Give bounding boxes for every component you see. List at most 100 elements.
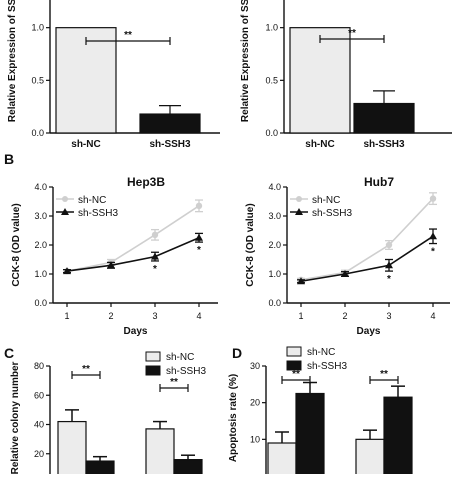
b_hep3b-x-label: Days (124, 326, 148, 337)
a_right-y-label: Relative Expression of SSH3 (240, 0, 251, 122)
b_hub7-legend-label: sh-SSH3 (312, 208, 352, 219)
c_colony-legend-label: sh-SSH3 (166, 366, 206, 377)
c_colony-y-label: Relative colony number (10, 361, 21, 474)
d_apoptosis-sig-marker: ** (380, 369, 388, 380)
b_hep3b-x-tick-label: 2 (108, 311, 113, 321)
b_hub7-point (341, 270, 349, 277)
a_right-category-label: sh-SSH3 (363, 139, 405, 150)
b_hub7-x-tick-label: 2 (342, 311, 347, 321)
b_hep3b-series-line-2 (66, 237, 200, 272)
b_hep3b-sig-marker: * (153, 264, 157, 275)
b_hep3b-point (151, 252, 159, 260)
a_right-bar-1 (289, 27, 351, 134)
d_apoptosis-legend-label: sh-SSH3 (307, 361, 347, 372)
b_hub7-sig-marker: * (431, 247, 435, 258)
b_hep3b-y-tick-label: 4.0 (34, 182, 47, 192)
b_hep3b-x-tick-label: 1 (64, 311, 69, 321)
b_hub7-sig-marker: * (387, 274, 391, 285)
b_hep3b-x-tick-label: 3 (152, 311, 157, 321)
d_apoptosis-legend-label: sh-NC (307, 347, 335, 358)
b_hep3b-legend-label: sh-NC (78, 195, 106, 206)
d_apoptosis-y-tick-label: 10 (250, 434, 260, 444)
b_hub7-y-tick-label: 2.0 (268, 240, 281, 250)
b_hub7-legend-marker (295, 208, 303, 215)
b_hub7-series-line-1 (300, 198, 434, 281)
b_hub7-point (385, 241, 393, 249)
panel-label-c: C (4, 345, 14, 361)
c_colony-bar-g2-s2 (173, 459, 203, 479)
a_left-bar-2 (139, 113, 201, 134)
b_hep3b-point (107, 261, 115, 269)
b_hub7-x-label: Days (357, 326, 381, 337)
a_left-category-label: sh-SSH3 (149, 139, 191, 150)
a_left-y-tick-label: 0.5 (31, 75, 44, 85)
b_hep3b-point (195, 202, 203, 210)
b_hub7-x-tick-label: 1 (298, 311, 303, 321)
panel-label-b: B (4, 151, 14, 167)
b_hub7-legend-label: sh-NC (312, 195, 340, 206)
b_hub7-point (429, 232, 437, 240)
b_hub7-point (297, 277, 305, 285)
a_left-y-label: Relative Expression of SSH3 (7, 0, 18, 122)
d_apoptosis-sig-marker: ** (292, 369, 300, 380)
a_left-y-tick-label: 1.0 (31, 23, 44, 33)
d_apoptosis-bar-g1-s1 (267, 442, 297, 477)
d_apoptosis-bar-g1-s2 (295, 392, 325, 477)
b_hep3b-y-tick-label: 1.0 (34, 269, 47, 279)
b_hep3b-y-label: CCK-8 (OD value) (11, 203, 22, 286)
b_hub7-y-tick-label: 3.0 (268, 211, 281, 221)
b_hep3b-y-tick-label: 0.0 (34, 298, 47, 308)
b_hub7-y-tick-label: 0.0 (268, 298, 281, 308)
d_apoptosis-bar-g2-s2 (383, 396, 413, 477)
b_hub7-y-tick-label: 4.0 (268, 182, 281, 192)
a_left-category-label: sh-NC (71, 139, 100, 150)
a_left-y-tick-label: 0.0 (31, 128, 44, 138)
b_hep3b-point (195, 233, 203, 241)
b_hep3b-legend-marker (62, 196, 68, 202)
b_hep3b-legend-label: sh-SSH3 (78, 208, 118, 219)
c_colony-sig-marker: ** (82, 364, 90, 375)
b_hep3b-y-tick-label: 2.0 (34, 240, 47, 250)
b_hub7-legend-marker (296, 196, 302, 202)
d_apoptosis-bar-g2-s1 (355, 438, 385, 477)
b_hep3b-series-line-1 (66, 205, 200, 272)
a_right-category-label: sh-NC (305, 139, 334, 150)
b_hub7-x-tick-label: 4 (430, 311, 435, 321)
b_hep3b-legend-marker (61, 208, 69, 215)
a_left-bar-1 (55, 27, 117, 134)
b_hub7-y-label: CCK-8 (OD value) (245, 203, 256, 286)
c_colony-bar-g2-s1 (145, 428, 175, 479)
b_hep3b-point (151, 231, 159, 239)
c_colony-bar-g1-s2 (85, 460, 115, 479)
c_colony-sig-marker: ** (170, 377, 178, 388)
c_colony-y-tick-label: 40 (34, 420, 44, 430)
b_hub7-point (385, 261, 393, 269)
b_hep3b-title: Hep3B (127, 175, 165, 189)
c_colony-legend-swatch (145, 351, 161, 362)
b_hep3b-x-tick-label: 4 (196, 311, 201, 321)
b_hep3b-point (63, 267, 71, 275)
a_right-y-tick-label: 0.5 (265, 75, 278, 85)
b_hub7-point (429, 195, 437, 202)
a_right-sig-marker: ** (348, 28, 356, 39)
d_apoptosis-y-label: Apoptosis rate (%) (228, 374, 239, 462)
c_colony-y-tick-label: 20 (34, 449, 44, 459)
d_apoptosis-y-tick-label: 20 (250, 398, 260, 408)
a_left-sig-marker: ** (124, 30, 132, 41)
d_apoptosis-y-tick-label: 30 (250, 361, 260, 371)
b_hub7-x-tick-label: 3 (386, 311, 391, 321)
a_right-y-tick-label: 0.0 (265, 128, 278, 138)
b_hep3b-y-tick-label: 3.0 (34, 211, 47, 221)
a_right-bar-2 (353, 102, 415, 134)
a_right-y-tick-label: 1.0 (265, 23, 278, 33)
d_apoptosis-legend-swatch (286, 360, 302, 371)
c_colony-legend-swatch (145, 365, 161, 376)
d_apoptosis-legend-swatch (286, 346, 302, 357)
c_colony-bar-g1-s1 (57, 420, 87, 479)
panel-label-d: D (232, 345, 242, 361)
c_colony-y-tick-label: 60 (34, 390, 44, 400)
b_hub7-title: Hub7 (364, 175, 394, 189)
b_hub7-series-line-2 (300, 235, 434, 283)
